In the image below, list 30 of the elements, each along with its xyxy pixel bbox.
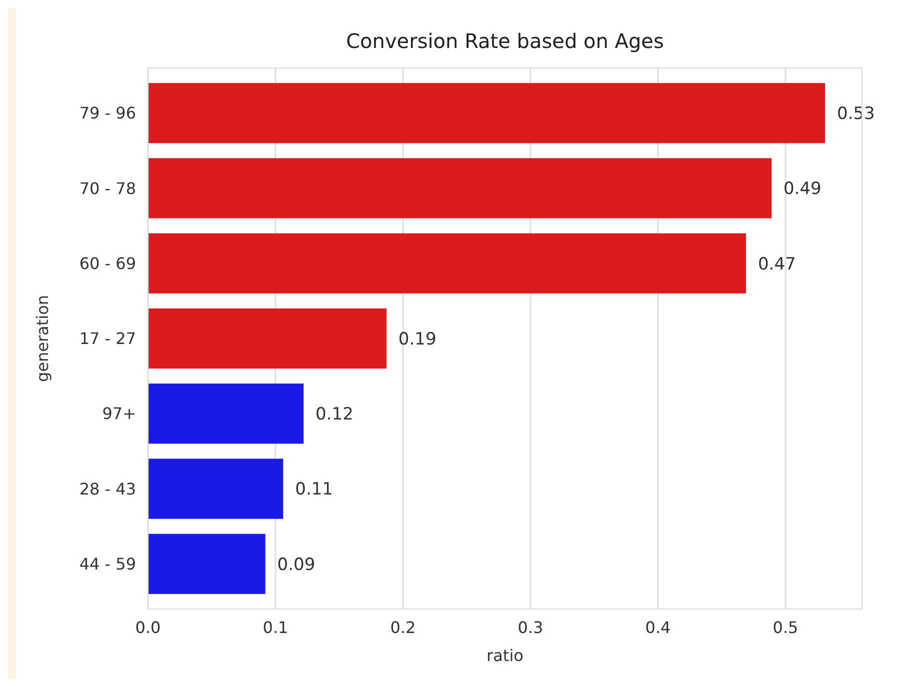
bar bbox=[148, 233, 746, 294]
y-tick-label: 60 - 69 bbox=[79, 254, 136, 273]
data-label: 0.53 bbox=[837, 104, 875, 124]
y-tick-label: 28 - 43 bbox=[79, 479, 136, 498]
chart-title: Conversion Rate based on Ages bbox=[346, 29, 664, 53]
x-tick-label: 0.5 bbox=[772, 618, 798, 637]
bar bbox=[148, 83, 826, 144]
bar bbox=[148, 458, 284, 519]
x-tick-label: 0.0 bbox=[135, 618, 161, 637]
data-label: 0.12 bbox=[316, 404, 354, 425]
y-tick-label: 17 - 27 bbox=[79, 329, 136, 348]
x-tick-label: 0.4 bbox=[645, 618, 671, 637]
y-tick-label: 44 - 59 bbox=[79, 554, 136, 574]
x-tick-label: 0.3 bbox=[518, 618, 544, 637]
bar bbox=[148, 158, 772, 218]
bar bbox=[148, 534, 266, 594]
x-tick-label: 0.2 bbox=[390, 618, 416, 637]
y-tick-label: 97+ bbox=[102, 404, 136, 424]
data-label: 0.09 bbox=[277, 554, 316, 575]
y-tick-label: 70 - 78 bbox=[79, 178, 136, 198]
bar bbox=[148, 384, 304, 444]
x-tick-label: 0.1 bbox=[262, 618, 288, 637]
x-axis-title: ratio bbox=[486, 646, 524, 665]
data-label: 0.49 bbox=[783, 179, 822, 200]
y-tick-label: 79 - 96 bbox=[79, 104, 136, 123]
data-label: 0.11 bbox=[295, 480, 334, 500]
y-axis-title: generation bbox=[33, 294, 52, 382]
data-label: 0.19 bbox=[398, 329, 436, 350]
bar bbox=[148, 308, 386, 369]
data-label: 0.47 bbox=[758, 254, 796, 274]
